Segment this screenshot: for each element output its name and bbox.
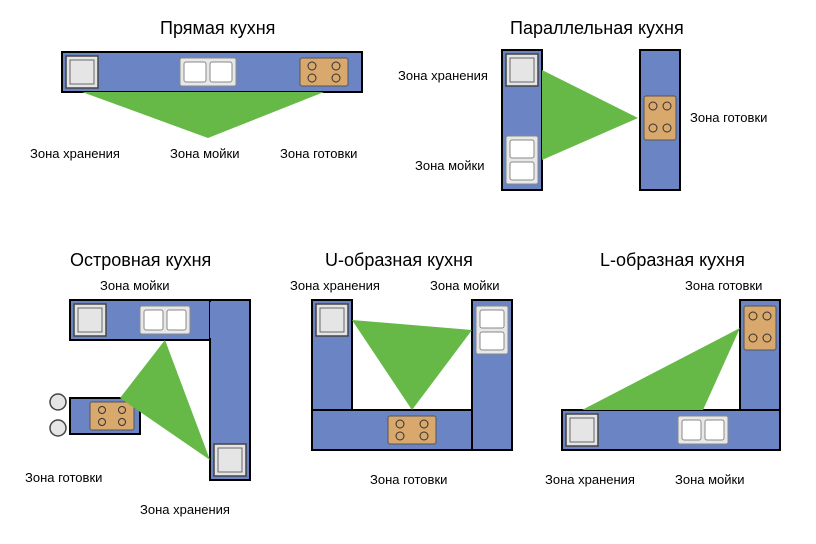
title-straight: Прямая кухня — [160, 18, 275, 39]
layout-straight: Прямая кухня Зона хранения Зона мойки Зо… — [60, 18, 400, 178]
label-lshape-storage: Зона хранения — [545, 472, 635, 487]
label-island-cook: Зона готовки — [25, 470, 102, 485]
title-parallel: Параллельная кухня — [510, 18, 684, 39]
diagram-island — [40, 298, 270, 498]
label-island-storage: Зона хранения — [140, 502, 230, 517]
label-straight-sink: Зона мойки — [170, 146, 239, 161]
label-straight-cook: Зона готовки — [280, 146, 357, 161]
title-lshape: L-образная кухня — [600, 250, 745, 271]
label-ushape-storage: Зона хранения — [290, 278, 380, 293]
label-ushape-cook: Зона готовки — [370, 472, 447, 487]
diagram-lshape — [560, 298, 790, 468]
label-ushape-sink: Зона мойки — [430, 278, 499, 293]
label-straight-storage: Зона хранения — [30, 146, 120, 161]
diagram-ushape — [310, 298, 520, 468]
label-parallel-storage: Зона хранения — [398, 68, 488, 83]
title-island: Островная кухня — [70, 250, 211, 271]
layout-parallel: Параллельная кухня Зона хранения Зона мо… — [440, 18, 780, 218]
label-parallel-sink: Зона мойки — [415, 158, 484, 173]
layout-island: Островная кухня Зона мойки Зона готовки … — [30, 250, 290, 530]
layout-ushape: U-образная кухня Зона хранения Зона мойк… — [290, 250, 540, 530]
label-parallel-cook: Зона готовки — [690, 110, 767, 125]
label-lshape-sink: Зона мойки — [675, 472, 744, 487]
layout-lshape: L-образная кухня Зона готовки Зона хране… — [550, 250, 810, 530]
diagram-straight — [60, 50, 400, 140]
title-ushape: U-образная кухня — [325, 250, 473, 271]
label-island-sink: Зона мойки — [100, 278, 169, 293]
label-lshape-cook: Зона готовки — [685, 278, 762, 293]
